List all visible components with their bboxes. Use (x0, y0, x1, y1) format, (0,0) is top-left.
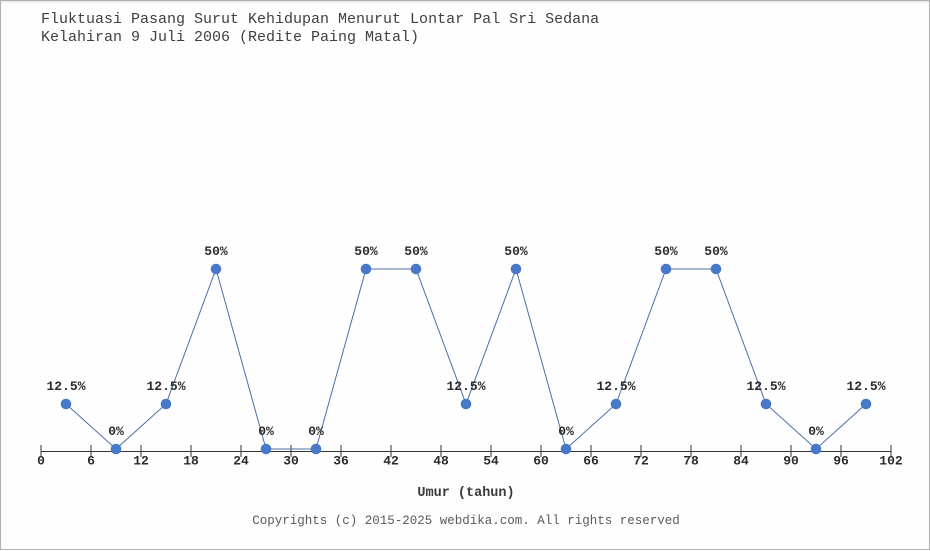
svg-text:54: 54 (483, 454, 499, 469)
svg-text:84: 84 (733, 454, 749, 469)
svg-text:12: 12 (133, 454, 149, 469)
svg-text:12.5%: 12.5% (596, 379, 635, 394)
svg-text:50%: 50% (504, 244, 528, 259)
svg-text:50%: 50% (204, 244, 228, 259)
svg-text:42: 42 (383, 454, 399, 469)
svg-text:12.5%: 12.5% (846, 379, 885, 394)
svg-text:50%: 50% (654, 244, 678, 259)
svg-text:12.5%: 12.5% (746, 379, 785, 394)
svg-text:66: 66 (583, 454, 599, 469)
svg-text:0%: 0% (108, 424, 124, 439)
svg-text:6: 6 (87, 454, 95, 469)
svg-text:12.5%: 12.5% (146, 379, 185, 394)
svg-text:50%: 50% (704, 244, 728, 259)
svg-text:102: 102 (879, 454, 903, 469)
svg-text:96: 96 (833, 454, 849, 469)
svg-text:78: 78 (683, 454, 699, 469)
svg-text:0%: 0% (258, 424, 274, 439)
svg-text:0: 0 (37, 454, 45, 469)
svg-text:48: 48 (433, 454, 449, 469)
svg-text:0%: 0% (308, 424, 324, 439)
svg-text:0%: 0% (558, 424, 574, 439)
svg-text:12.5%: 12.5% (446, 379, 485, 394)
svg-text:60: 60 (533, 454, 549, 469)
svg-text:0%: 0% (808, 424, 824, 439)
svg-text:50%: 50% (404, 244, 428, 259)
svg-text:24: 24 (233, 454, 249, 469)
svg-text:36: 36 (333, 454, 349, 469)
svg-text:50%: 50% (354, 244, 378, 259)
svg-text:30: 30 (283, 454, 299, 469)
svg-text:12.5%: 12.5% (46, 379, 85, 394)
svg-text:90: 90 (783, 454, 799, 469)
svg-text:72: 72 (633, 454, 649, 469)
svg-text:18: 18 (183, 454, 199, 469)
